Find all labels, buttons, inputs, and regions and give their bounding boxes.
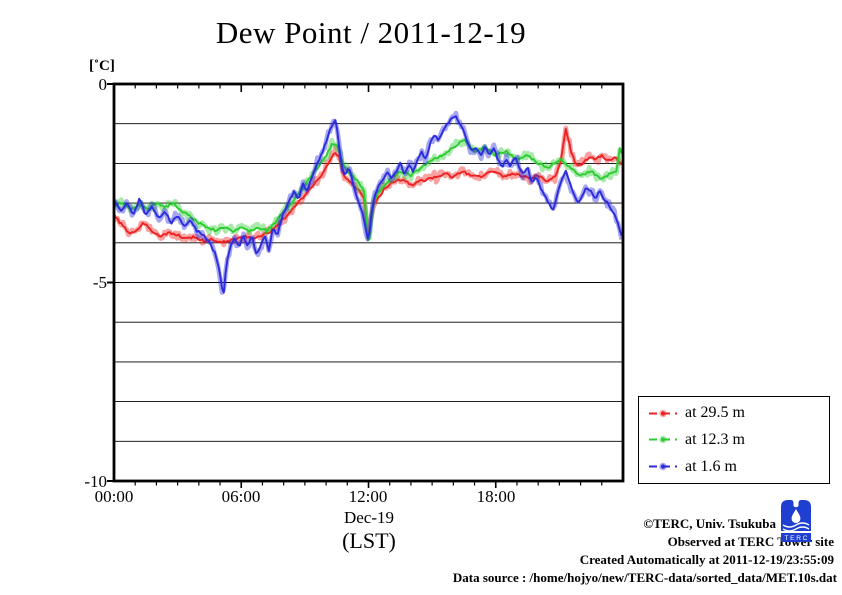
terc-logo: T E R C bbox=[779, 498, 813, 544]
x-tick-label-1200: 12:00 bbox=[348, 487, 388, 506]
y-tick-label--10: -10 bbox=[84, 472, 107, 491]
legend-label-1-6m: at 1.6 m bbox=[685, 457, 737, 475]
terc-logo-text: T E R C bbox=[785, 535, 808, 542]
x-tick-label-0000: 00:00 bbox=[94, 487, 134, 506]
legend-label-29-5m: at 29.5 m bbox=[685, 404, 745, 422]
footer-data-source: Data source : /home/hojyo/new/TERC-data/… bbox=[452, 570, 837, 585]
y-tick-label-0: 0 bbox=[98, 75, 108, 94]
chart-title: Dew Point / 2011-12-19 bbox=[215, 15, 527, 50]
legend-entry-29-5m: at 29.5 m bbox=[648, 405, 829, 421]
legend-entry-1-6m: at 1.6 m bbox=[648, 457, 829, 475]
footer-created: Created Automatically at 2011-12-19/23:5… bbox=[579, 552, 834, 567]
x-axis-lst-label: (LST) bbox=[342, 528, 396, 553]
y-axis-unit-label: [˚C] bbox=[89, 58, 115, 74]
legend-marker-red-dash-dot-icon bbox=[649, 409, 677, 418]
legend-entry-12-3m: at 12.3 m bbox=[648, 430, 829, 448]
legend-marker-blue-dash-dot-icon bbox=[649, 462, 677, 471]
legend-label-12-3m: at 12.3 m bbox=[685, 430, 745, 448]
x-tick-label-1800: 18:00 bbox=[476, 487, 516, 506]
x-tick-label-0600: 06:00 bbox=[221, 487, 261, 506]
y-tick-label--5: -5 bbox=[92, 273, 107, 292]
x-axis-date-label: Dec-19 bbox=[343, 508, 395, 527]
legend-box: at 29.5 m at 12.3 m at 1.6 m bbox=[638, 396, 830, 484]
legend-marker-green-dash-dot-icon bbox=[649, 436, 677, 444]
footer-credit: ©TERC, Univ. Tsukuba bbox=[643, 516, 776, 531]
